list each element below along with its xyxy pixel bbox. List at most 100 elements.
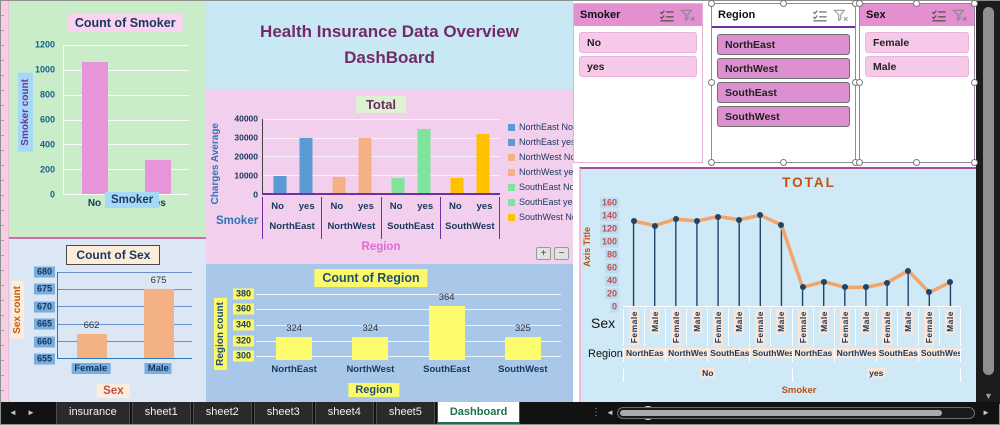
bar-SouthWest-No[interactable] [450,178,464,193]
bar-SouthEast-No[interactable] [391,178,405,193]
slicer-sex[interactable]: Sex Female Male [856,0,978,166]
legend-item[interactable]: NorthEast No [508,122,573,132]
bar-No[interactable] [82,61,109,194]
data-label: 675 [150,275,167,287]
selection-handle[interactable] [779,0,787,7]
sheet-tab-sheet2[interactable]: sheet2 [192,402,252,424]
clear-filter-icon[interactable] [680,9,696,22]
slicer-smoker[interactable]: Smoker No yes [573,3,703,163]
data-point-marker[interactable] [757,212,764,219]
vertical-scrollbar-thumb[interactable] [983,7,994,375]
bar-yes[interactable] [144,159,171,194]
clear-filter-icon[interactable] [952,9,968,22]
legend-swatch-icon [508,213,515,221]
selection-handle[interactable] [856,0,863,7]
bar-Male[interactable] [143,289,174,358]
hscroll-left-arrow-icon[interactable]: ◄ [606,408,614,417]
slicer-item-male[interactable]: Male [865,56,969,77]
data-point-marker[interactable] [862,284,869,291]
data-point-marker[interactable] [630,218,637,225]
legend-item[interactable]: SouthEast yes [508,197,573,207]
legend-item[interactable]: SouthWest No [508,212,573,222]
selection-handle[interactable] [856,159,863,166]
axis-cell: NorthWes [833,348,876,362]
data-point-marker[interactable] [799,284,806,291]
bar-NorthWest-yes[interactable] [358,137,372,193]
zoom-out-button[interactable]: − [554,247,569,260]
data-label: 324 [362,323,379,335]
multi-select-icon[interactable] [659,9,675,22]
data-point-marker[interactable] [926,289,933,296]
scroll-down-arrow-icon[interactable]: ▼ [984,391,993,401]
legend-item[interactable]: NorthWest yes [508,167,573,177]
legend-label: NorthEast yes [519,137,573,147]
selection-handle[interactable] [856,79,863,86]
axis-cell: Male [770,309,791,346]
slicer-item-southwest[interactable]: SouthWest [717,106,850,127]
sheet-tab-sheet1[interactable]: sheet1 [131,402,191,424]
selection-handle[interactable] [971,0,978,7]
bar-Female[interactable] [76,333,107,358]
tab-scroll-left-icon[interactable]: ◄ [9,408,17,417]
data-point-marker[interactable] [715,213,722,220]
bar-NorthWest-No[interactable] [332,177,346,193]
slicer-region[interactable]: Region NorthEast NorthWest SouthEast SouthW… [708,0,859,166]
data-point-marker[interactable] [905,267,912,274]
data-point-marker[interactable] [820,278,827,285]
zoom-in-button[interactable]: + [536,247,551,260]
data-point-marker[interactable] [778,221,785,228]
data-point-marker[interactable] [672,216,679,223]
slicer-item-southeast[interactable]: SouthEast [717,82,850,103]
slicer-item-no[interactable]: No [579,32,697,53]
bar-NorthEast-yes[interactable] [299,138,313,193]
slicer-item-northwest[interactable]: NorthWest [717,58,850,79]
sheet-tab-sheet4[interactable]: sheet4 [314,402,374,424]
y-axis-tick: 360 [232,303,254,315]
selection-handle[interactable] [971,159,978,166]
data-point-marker[interactable] [841,284,848,291]
selection-handle[interactable] [971,79,978,86]
hscroll-right-arrow-icon[interactable]: ► [982,408,990,417]
bar-SouthEast[interactable] [428,306,465,360]
selection-handle[interactable] [708,159,715,166]
sheet-tab-sheet3[interactable]: sheet3 [253,402,313,424]
slicer-item-female[interactable]: Female [865,32,969,53]
data-point-marker[interactable] [693,218,700,225]
tab-scroll-right-icon[interactable]: ► [27,408,35,417]
selection-handle[interactable] [708,0,715,7]
data-point-marker[interactable] [947,279,954,286]
vertical-scrollbar[interactable]: ▼ [976,1,1000,404]
legend-item[interactable]: SouthEast No [508,182,573,192]
sheet-tab-insurance[interactable]: insurance [56,402,130,424]
slicer-item-northeast[interactable]: NorthEast [717,34,850,55]
sheet-tab-dashboard[interactable]: Dashboard [436,402,521,424]
multi-select-icon[interactable] [931,9,947,22]
legend-item[interactable]: NorthEast yes [508,137,573,147]
data-point-marker[interactable] [736,216,743,223]
sheet-tab-bar: ◄ ► insurance sheet1 sheet2 sheet3 sheet4 she… [1,402,999,424]
axis-cell: Female [917,309,939,346]
data-point-marker[interactable] [651,222,658,229]
multi-select-icon[interactable] [812,9,828,22]
horizontal-scrollbar[interactable] [617,407,975,419]
data-point-marker[interactable] [884,279,891,286]
bar-NorthEast[interactable] [276,337,313,360]
bar-SouthWest[interactable] [504,336,541,360]
scrollbar-splitter-icon[interactable]: ⋮ [591,407,601,418]
bar-SouthEast-yes[interactable] [417,129,431,193]
horizontal-scrollbar-thumb[interactable] [620,410,942,416]
clear-filter-icon[interactable] [833,9,849,22]
bar-SouthWest-yes[interactable] [476,133,490,193]
bar-NorthWest[interactable] [352,337,389,360]
slicer-item-yes[interactable]: yes [579,56,697,77]
bar-NorthEast-No[interactable] [273,176,287,193]
selection-handle[interactable] [779,159,787,166]
selection-handle[interactable] [913,0,920,7]
selection-handle[interactable] [708,79,715,86]
axis-cell: Male [644,309,665,346]
sheet-tab-sheet5[interactable]: sheet5 [375,402,435,424]
selection-handle[interactable] [913,159,920,166]
legend-item[interactable]: NorthWest No [508,152,573,162]
y-axis-tick: 0 [49,189,55,200]
chart-title: Count of Sex [66,245,161,265]
